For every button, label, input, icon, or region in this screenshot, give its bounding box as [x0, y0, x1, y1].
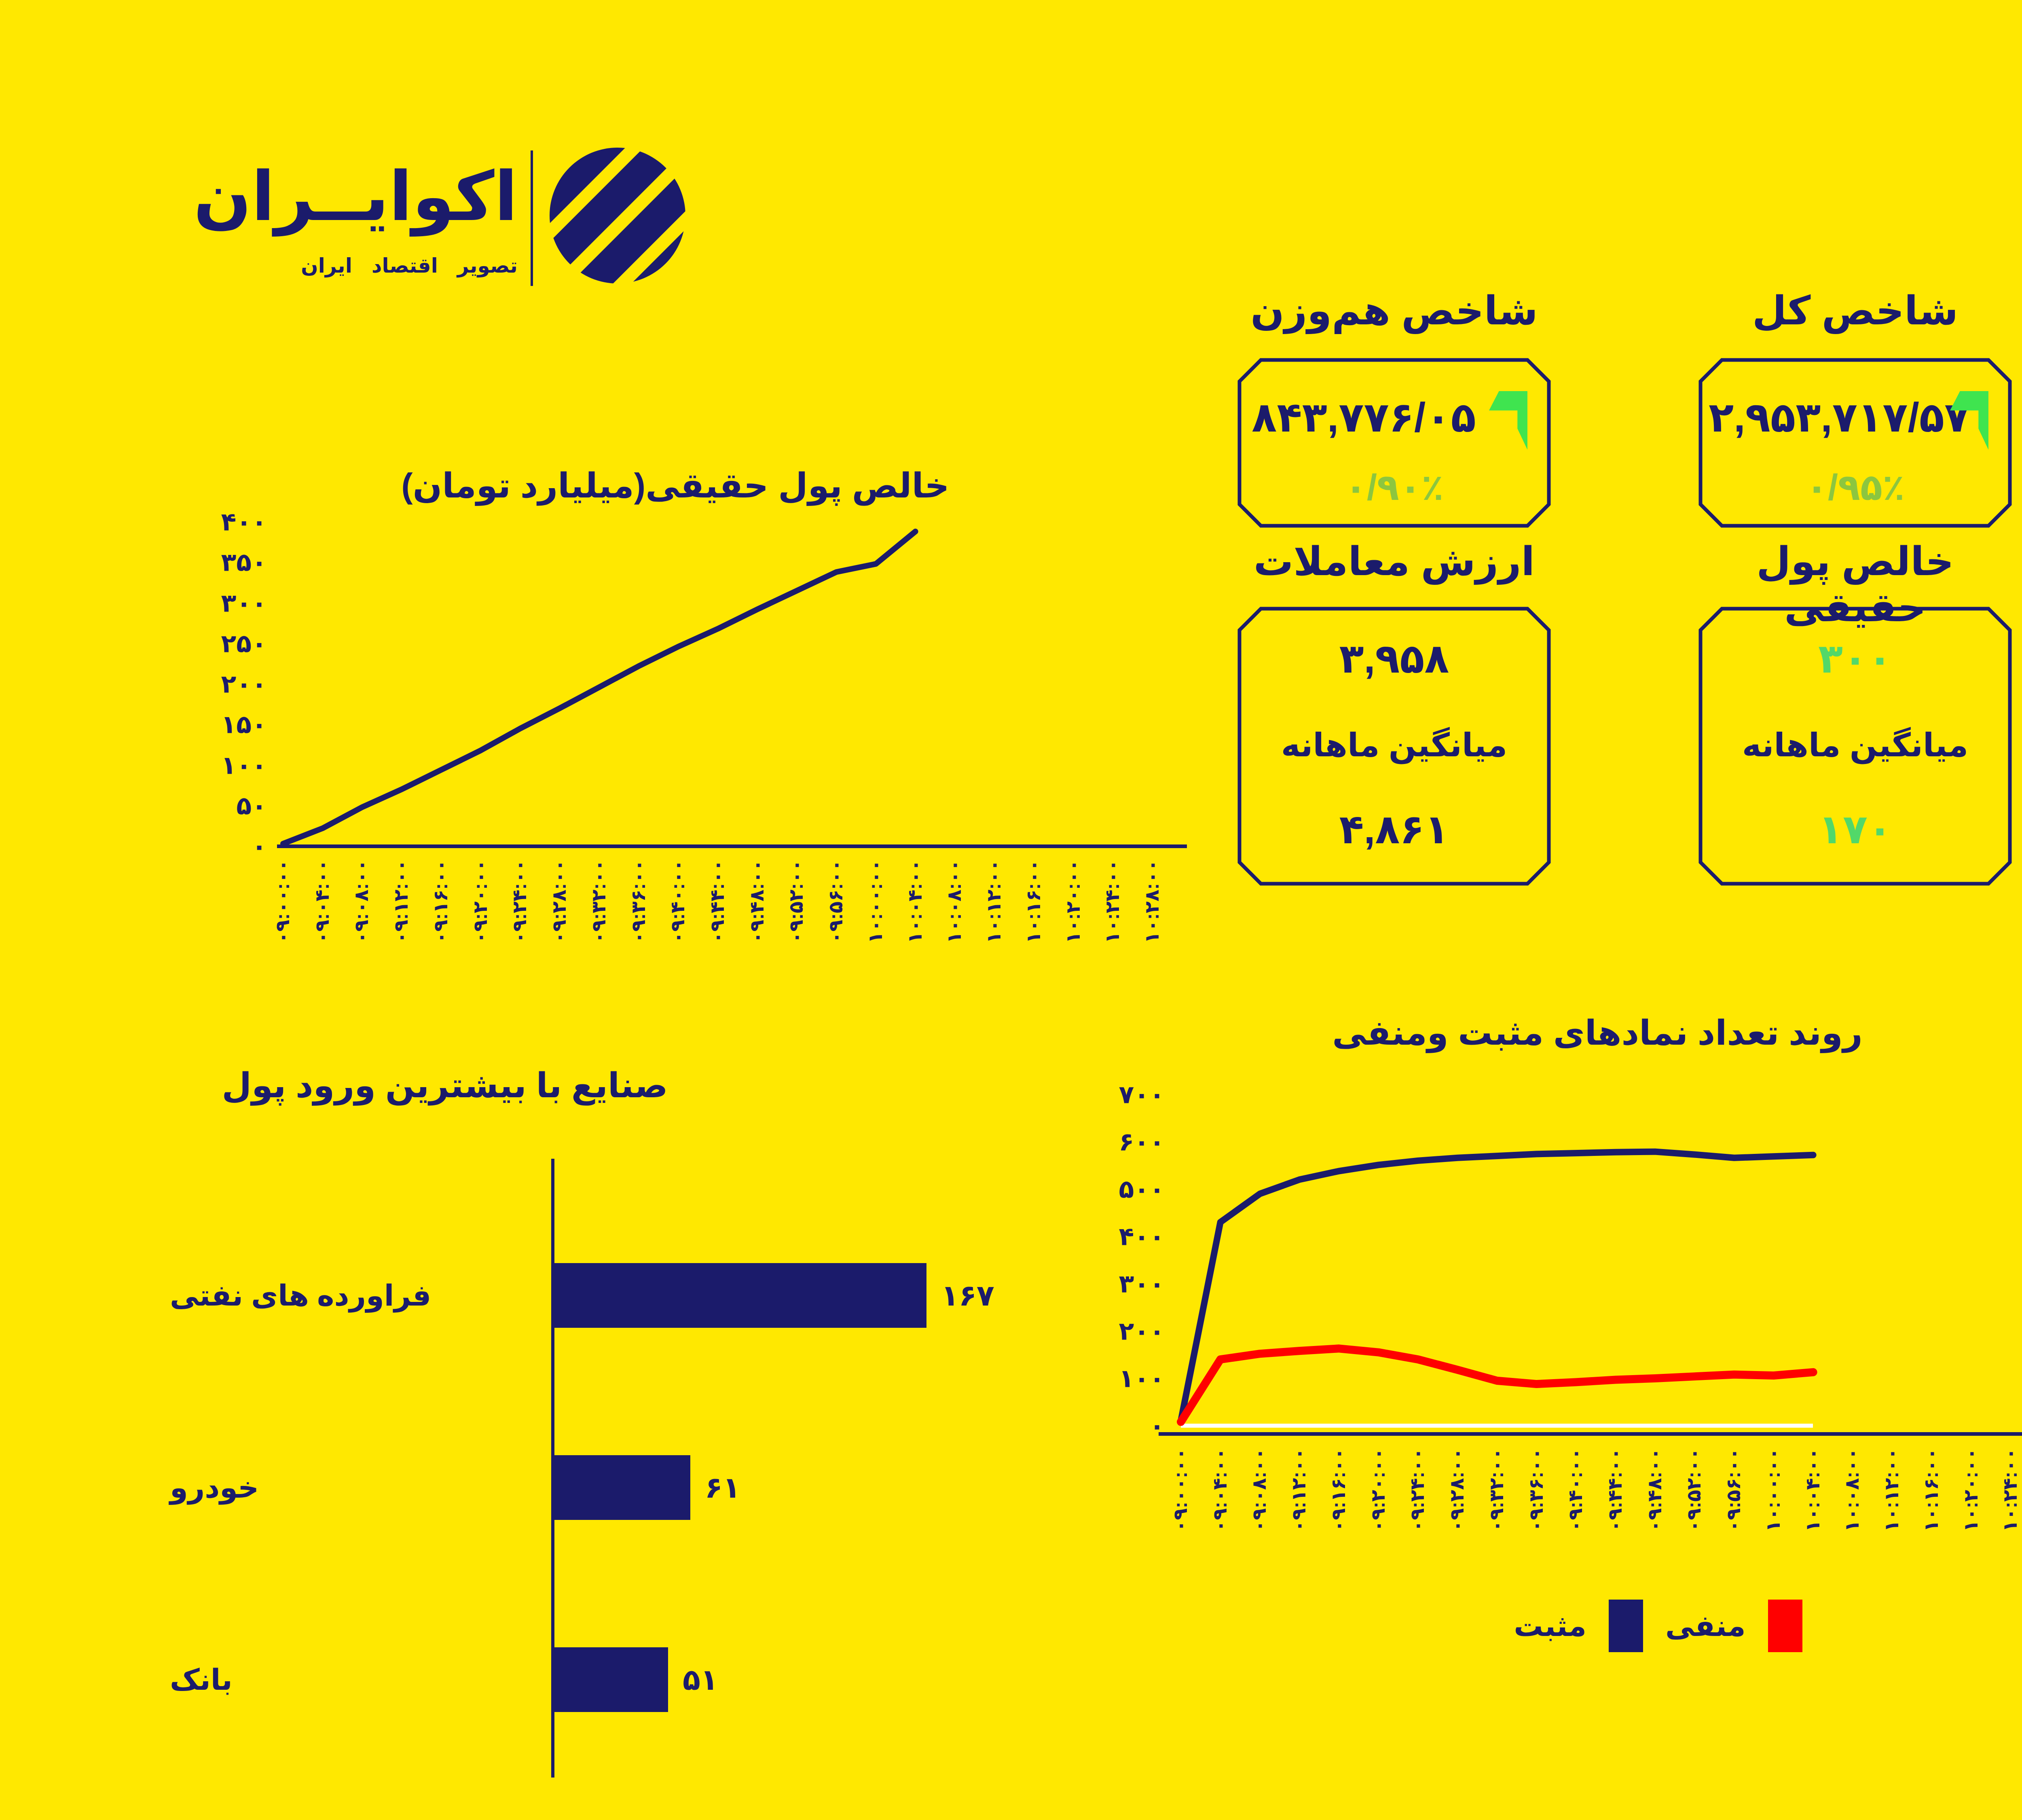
positive-swatch-icon [1608, 1600, 1643, 1652]
inflow-chart-title: صنایع با بیشترین ورود پول [222, 1067, 668, 1105]
bar [554, 1455, 691, 1520]
bar-value: ۵۱ [682, 1663, 718, 1696]
real-money-avg-label: میانگین ماهانه [1742, 727, 1969, 763]
equal-weight-index-value: ۸۴۳,۷۷۶/۰۵ [1252, 394, 1476, 440]
legend: مثبت منفی [1512, 1596, 1804, 1656]
symbols-trend-x-axis: ۰۹:۰۰:۰۰ ۰۹:۰۴:۰۰ ۰۹:۰۸:۰۰ ۰۹:۱۲:۰۰ ۰۹:۱۶:۰۰… [1170, 1448, 2022, 1532]
ecoiran-logo-icon [521, 119, 714, 312]
symbols-trend-chart-title: روند تعداد نمادهای مثبت ومنفی [1332, 1014, 1863, 1052]
bar [554, 1647, 668, 1712]
bar-category-label: خودرو [170, 1471, 259, 1504]
net-real-money-y-axis: ۴۰۰ ۳۵۰ ۳۰۰ ۲۵۰ ۲۰۰ ۱۵۰ ۱۰۰ ۵۰ ۰ [221, 508, 267, 861]
net-real-money-plot [283, 522, 1153, 846]
net-real-money-x-axis-line [277, 844, 1187, 848]
octagon-frame [1237, 607, 1551, 886]
trade-value-box: ۳,۹۵۸ میانگین ماهانه ۴,۸۶۱ [1237, 607, 1551, 886]
equal-weight-index-label: شاخص هم‌وزن [1250, 288, 1538, 333]
negative-swatch-icon [1768, 1600, 1802, 1652]
equal-weight-index-change: ۰/۹۰٪ [1345, 468, 1444, 508]
logo-tagline: تصویر اقتصاد ایران [301, 254, 518, 277]
symbols-trend-x-axis-line [1159, 1432, 2022, 1436]
inflow-bars: ۱۶۷ ۶۱ ۵۱ [554, 1161, 994, 1776]
trade-value-current: ۳,۹۵۸ [1339, 636, 1449, 681]
legend-positive-label: مثبت [1514, 1610, 1586, 1642]
real-money-avg: ۱۷۰ [1818, 807, 1893, 852]
legend-negative-label: منفی [1665, 1610, 1746, 1642]
bar-value: ۱۶۷ [941, 1279, 994, 1312]
zero-gridline [1181, 1424, 1813, 1428]
real-money-current: ۳۰۰ [1818, 636, 1893, 681]
total-index-value: ۲,۹۵۳,۷۱۷/۵۷ [1709, 394, 1970, 440]
bar-category-label: بانک [170, 1663, 233, 1696]
trade-value-avg-label: میانگین ماهانه [1281, 727, 1508, 763]
inflow-categories: فراورده های نفتی خودرو بانک [170, 1161, 534, 1776]
symbols-trend-plot [1181, 1094, 2022, 1428]
net-real-money-x-axis: ۰۹:۰۰:۰۰ ۰۹:۰۴:۰۰ ۰۹:۰۸:۰۰ ۰۹:۱۲:۰۰ ۰۹:۱۶:۰۰… [272, 859, 1163, 944]
bar-category-label: فراورده های نفتی [170, 1279, 431, 1312]
logo-wordmark: اکوایــران [193, 159, 518, 235]
octagon-frame [1237, 358, 1551, 528]
equal-weight-index-box: ۸۴۳,۷۷۶/۰۵ ۰/۹۰٪ [1237, 358, 1551, 528]
octagon-frame [1698, 607, 2012, 886]
inflow-axis-line [551, 1159, 554, 1778]
net-real-money-chart-title: خالص پول حقیقی(میلیارد تومان) [401, 467, 950, 505]
bar-value: ۶۱ [705, 1471, 740, 1504]
total-index-label: شاخص کل [1752, 288, 1959, 333]
bar [554, 1263, 926, 1328]
octagon-frame [1698, 358, 2012, 528]
real-money-box: ۳۰۰ میانگین ماهانه ۱۷۰ [1698, 607, 2012, 886]
total-index-change: ۰/۹۵٪ [1806, 468, 1905, 508]
total-index-box: ۲,۹۵۳,۷۱۷/۵۷ ۰/۹۵٪ [1698, 358, 2012, 528]
trade-value-avg: ۴,۸۶۱ [1339, 807, 1449, 852]
trade-value-label: ارزش معاملات [1253, 539, 1535, 584]
logo-divider [531, 150, 533, 286]
symbols-trend-y-axis: ۷۰۰ ۶۰۰ ۵۰۰ ۴۰۰ ۳۰۰ ۲۰۰ ۱۰۰ ۰ [1119, 1081, 1165, 1440]
